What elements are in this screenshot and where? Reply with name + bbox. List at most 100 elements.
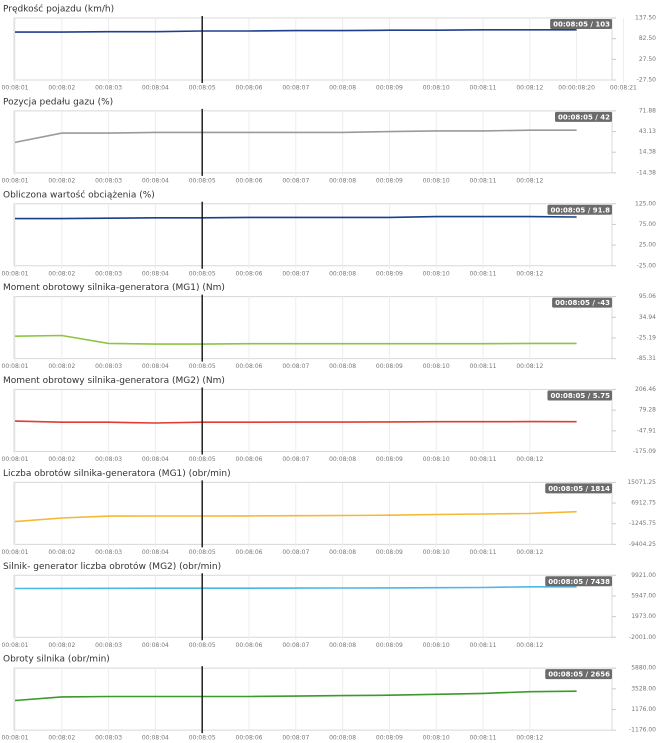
x-tick-label: 00:08:07 bbox=[282, 363, 309, 370]
y-tick-label: 5880.00 bbox=[631, 665, 656, 672]
y-tick-label: 15071.25 bbox=[627, 479, 656, 486]
x-tick-label: 00:08:06 bbox=[236, 270, 263, 277]
x-tick-label: 00:08:09 bbox=[376, 735, 403, 742]
x-tick-label: 00:08:12 bbox=[516, 549, 543, 556]
plot-frame bbox=[13, 389, 613, 452]
x-tick-label: 00:08:07 bbox=[282, 735, 309, 742]
x-tick-label: 00:08:03 bbox=[95, 363, 122, 370]
x-tick-label: 00:08:04 bbox=[142, 363, 169, 370]
data-line bbox=[15, 215, 577, 220]
y-tick-label: 71.88 bbox=[639, 107, 656, 114]
x-tick-label: 00:08:03 bbox=[95, 642, 122, 649]
data-line bbox=[14, 586, 577, 590]
x-tick-label: 00:08:08 bbox=[329, 270, 356, 277]
x-tick-label: 00:08:08 bbox=[329, 642, 356, 649]
x-tick-label: 00:08:08 bbox=[329, 456, 356, 463]
x-tick-label: 00:08:12 bbox=[516, 363, 543, 370]
y-tick-label: 25.00 bbox=[639, 242, 656, 249]
x-tick-label: 00:08:10 bbox=[423, 177, 450, 184]
x-tick-label: 00:08:08 bbox=[329, 363, 356, 370]
y-tick-label: -2001.00 bbox=[629, 634, 656, 641]
y-tick-label: -47.91 bbox=[637, 427, 657, 434]
data-line bbox=[14, 129, 577, 144]
x-tick-label: 00:08:10 bbox=[423, 270, 450, 277]
y-tick-label: 1176.00 bbox=[631, 706, 656, 713]
y-tick-label: 125.00 bbox=[635, 200, 656, 207]
cursor-label: 00:08:05 / 103 bbox=[553, 21, 610, 29]
x-tick-label: 00:08:11 bbox=[470, 363, 497, 370]
x-tick-label: 00:00:08:20 bbox=[558, 85, 595, 92]
x-tick-label: 00:08:08 bbox=[329, 735, 356, 742]
x-tick-label: 00:08:12 bbox=[516, 85, 543, 92]
x-tick-label: 00:08:02 bbox=[48, 270, 75, 277]
y-tick-label: 75.00 bbox=[639, 221, 656, 228]
x-tick-label: 00:08:05 bbox=[189, 270, 216, 277]
x-tick-label: 00:08:02 bbox=[48, 549, 75, 556]
cursor-label: 00:08:05 / 1814 bbox=[548, 485, 610, 493]
plot-frame bbox=[13, 203, 613, 267]
x-tick-label: 00:08:01 bbox=[2, 549, 29, 556]
chart-title: Silnik- generator liczba obrotów (MG2) (… bbox=[3, 561, 221, 572]
y-tick-label: -25.00 bbox=[637, 262, 657, 269]
y-tick-label: 95.06 bbox=[639, 293, 656, 300]
y-tick-label: 43.13 bbox=[639, 128, 656, 135]
cursor-label: 00:08:05 / 2656 bbox=[548, 671, 610, 679]
cursor-label-box bbox=[552, 297, 612, 308]
y-tick-label: 34.94 bbox=[639, 314, 656, 321]
x-tick-label: 00:08:03 bbox=[95, 456, 122, 463]
x-tick-label: 00:08:11 bbox=[470, 735, 497, 742]
x-tick-label: 00:08:02 bbox=[48, 85, 75, 92]
data-line bbox=[14, 334, 577, 345]
x-tick-label: 00:08:12 bbox=[516, 177, 543, 184]
cursor-label: 00:08:05 / 7438 bbox=[548, 578, 610, 586]
y-tick-label: -14.38 bbox=[637, 169, 657, 176]
x-tick-label: 00:08:04 bbox=[142, 177, 169, 184]
cursor-label-box bbox=[547, 204, 612, 215]
y-tick-label: -25.19 bbox=[637, 334, 657, 341]
y-tick-label: 14.38 bbox=[639, 149, 656, 156]
x-tick-label: 00:08:09 bbox=[376, 549, 403, 556]
x-tick-label: 00:08:11 bbox=[470, 177, 497, 184]
x-tick-label: 00:08:01 bbox=[2, 85, 29, 92]
y-tick-label: 6912.75 bbox=[631, 500, 656, 507]
x-tick-label: 00:08:10 bbox=[423, 549, 450, 556]
x-tick-label: 00:08:02 bbox=[48, 363, 75, 370]
x-tick-label: 00:08:11 bbox=[470, 642, 497, 649]
plot-frame bbox=[13, 574, 613, 638]
data-line bbox=[14, 690, 577, 702]
x-tick-label: 00:08:12 bbox=[516, 642, 543, 649]
x-tick-label: 00:08:07 bbox=[282, 456, 309, 463]
x-tick-label: 00:08:06 bbox=[236, 85, 263, 92]
x-tick-label: 00:08:04 bbox=[142, 270, 169, 277]
y-tick-label: -1176.00 bbox=[629, 727, 656, 734]
x-tick-label: 00:08:03 bbox=[95, 270, 122, 277]
chart-title: Prędkość pojazdu (km/h) bbox=[3, 4, 114, 15]
x-tick-label: 00:08:06 bbox=[236, 642, 263, 649]
x-tick-label: 00:08:03 bbox=[95, 177, 122, 184]
x-tick-label: 00:08:06 bbox=[236, 363, 263, 370]
x-tick-label: 00:08:09 bbox=[376, 85, 403, 92]
y-tick-label: 137.50 bbox=[635, 15, 656, 22]
x-tick-label: 00:08:01 bbox=[2, 456, 29, 463]
x-tick-label: 00:08:09 bbox=[376, 177, 403, 184]
chart-title: Obroty silnika (obr/min) bbox=[3, 655, 110, 665]
y-tick-label: -1245.75 bbox=[629, 520, 656, 527]
x-tick-label: 00:08:06 bbox=[236, 456, 263, 463]
x-tick-label: 00:08:10 bbox=[423, 456, 450, 463]
cursor-label-box bbox=[545, 483, 612, 494]
y-tick-label: -9404.25 bbox=[629, 541, 656, 548]
x-tick-label: 00:08:10 bbox=[423, 363, 450, 370]
chart-title: Moment obrotowy silnika-generatora (MG1)… bbox=[3, 283, 225, 293]
y-tick-label: -27.50 bbox=[637, 77, 657, 84]
x-tick-label: 00:08:09 bbox=[376, 270, 403, 277]
plot-frame bbox=[13, 481, 613, 545]
x-tick-label: 00:08:08 bbox=[329, 549, 356, 556]
x-tick-label: 00:08:12 bbox=[516, 456, 543, 463]
y-tick-label: 5947.00 bbox=[631, 592, 656, 599]
data-line bbox=[14, 420, 577, 424]
x-tick-label: 00:08:11 bbox=[470, 85, 497, 92]
x-tick-label: 00:08:07 bbox=[282, 642, 309, 649]
x-tick-label: 00:08:05 bbox=[189, 456, 216, 463]
y-tick-label: 27.50 bbox=[639, 56, 656, 63]
